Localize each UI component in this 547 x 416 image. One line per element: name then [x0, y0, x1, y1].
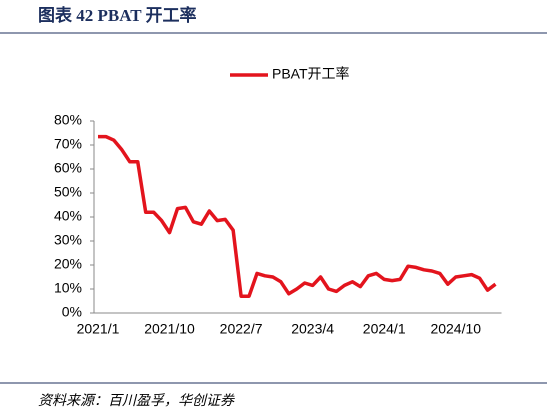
x-tick-label: 2024/10: [430, 321, 481, 337]
y-tick-label: 0%: [62, 304, 82, 320]
x-tick-label: 2021/1: [77, 321, 120, 337]
y-tick-label: 10%: [54, 280, 82, 296]
y-tick-label: 30%: [54, 232, 82, 248]
y-tick-label: 70%: [54, 136, 82, 152]
y-tick-label: 50%: [54, 184, 82, 200]
y-tick-label: 20%: [54, 256, 82, 272]
x-tick-label: 2024/1: [363, 321, 406, 337]
x-tick-label: 2023/4: [291, 321, 334, 337]
y-tick-label: 80%: [54, 112, 82, 128]
source: 资料来源：百川盈孚，华创证券: [38, 393, 235, 409]
y-tick-label: 40%: [54, 208, 82, 224]
legend-label: PBAT开工率: [272, 66, 350, 82]
x-tick-label: 2022/7: [220, 321, 263, 337]
chart-title: 图表 42 PBAT 开工率: [38, 5, 197, 25]
series-line: [98, 134, 497, 298]
y-tick-label: 60%: [54, 160, 82, 176]
x-tick-label: 2021/10: [144, 321, 195, 337]
